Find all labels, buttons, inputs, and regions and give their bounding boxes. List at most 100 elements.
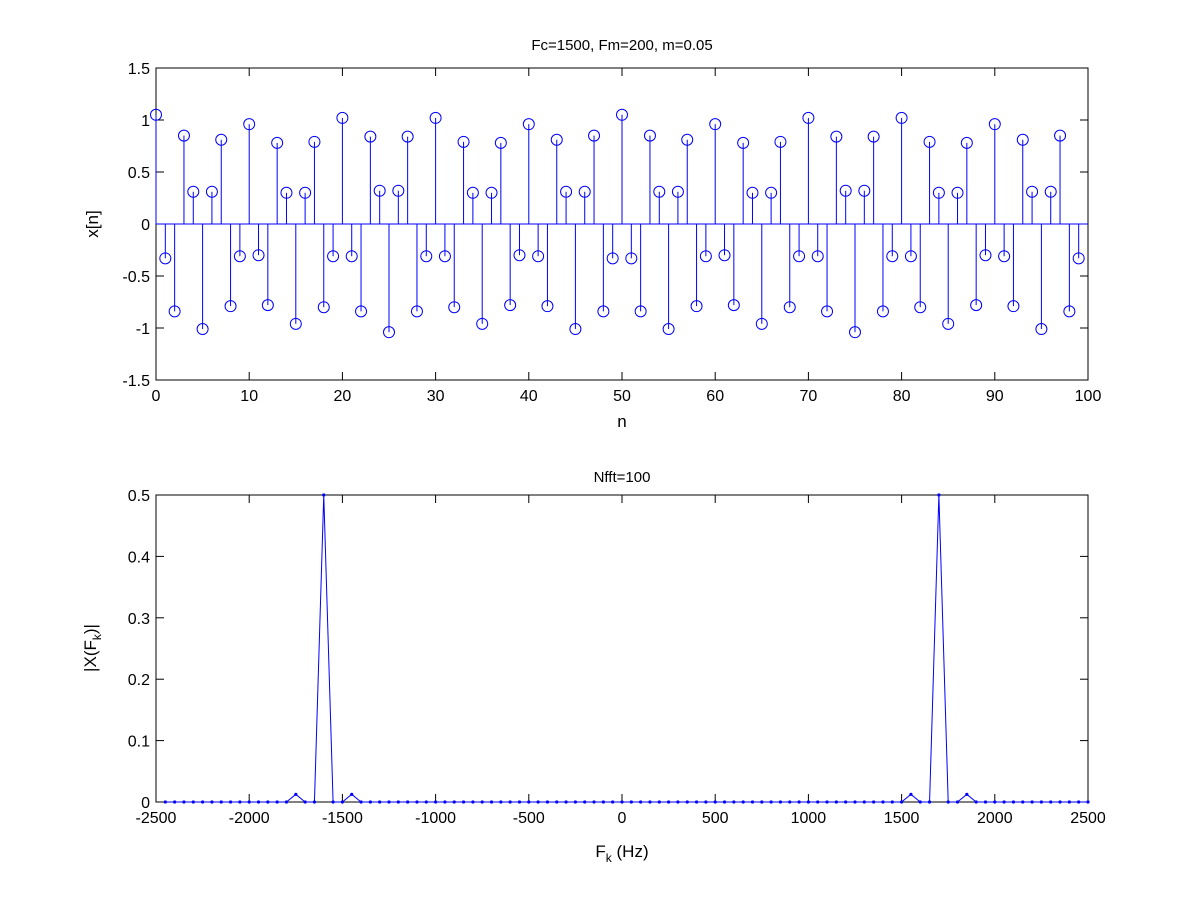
subplot-1-ylabel: x[n] [83,210,102,237]
stem-marker [951,186,964,199]
stem-marker [541,300,554,313]
stem-marker [261,299,274,312]
spectrum-point [583,800,587,804]
stem-marker [336,111,349,124]
stem-marker [606,252,619,265]
spectrum-point [993,800,997,804]
stem-marker [168,305,181,318]
xtick-label: 1000 [791,810,827,827]
spectrum-point [704,800,708,804]
spectrum-point [760,800,764,804]
spectrum-point [1039,800,1043,804]
stem-marker [513,249,526,262]
spectrum-point [545,800,550,804]
xtick-label: -500 [513,810,545,827]
subplot-2-ticks: -2500 -2000 -1500 -1000 -500 0 500 1000 1500 2000… [128,488,1106,827]
spectrum-point [294,792,298,796]
spectrum-point [881,800,885,804]
spectrum-point [247,800,251,804]
ytick-label: 0.4 [128,549,150,566]
stem-marker [308,135,321,148]
stem-marker [895,111,908,124]
stem-marker [821,305,834,318]
spectrum-point [434,800,438,804]
spectrum-point [1049,800,1053,804]
stem-marker [476,317,489,330]
ytick-label: 0.3 [128,611,150,628]
stem-marker [681,133,694,146]
spectrum-point [378,800,382,804]
spectrum-point [918,800,922,804]
stem-marker [793,250,806,263]
spectrum-point [331,800,335,804]
stem-marker [923,135,936,148]
stem-marker [392,184,405,197]
spectrum-point [415,800,419,804]
spectrum-point [219,800,223,804]
spectrum-point [1058,800,1062,804]
spectrum-point [592,800,596,804]
spectrum-point [639,800,643,804]
stem-marker [187,185,200,198]
stem-marker [988,118,1001,131]
stem-marker [718,249,731,262]
stem-marker [737,136,750,149]
spectrum-point [732,800,736,804]
spectrum-point [853,800,857,804]
xtick-label: 100 [1075,388,1102,405]
stem-marker [289,317,302,330]
xtick-label: -2000 [229,810,270,827]
spectrum-point [750,800,755,804]
spectrum-point [769,800,773,804]
stem-marker [522,118,535,131]
stem-marker [765,186,778,199]
stem-marker [904,250,917,263]
spectrum-point [694,800,699,804]
spectrum-point [713,800,717,804]
spectrum-point [909,792,913,796]
stem-marker [1063,305,1076,318]
spectrum-point [1077,800,1081,804]
spectrum-point [927,800,932,804]
xtick-label: 0 [152,388,161,405]
stem-marker [196,323,209,336]
xtick-label: 80 [893,388,911,405]
spectrum-point [611,800,615,804]
subplot-2-title: Nfft=100 [594,469,651,486]
spectrum-point [256,800,261,804]
spectrum-point [350,792,354,796]
xtick-label: 1500 [884,810,920,827]
stem-marker [998,250,1011,263]
spectrum-point [676,800,680,804]
spectrum-point [163,800,167,804]
stem-marker [438,250,451,263]
spectrum-point [461,800,466,804]
stem-marker [215,133,228,146]
stem-marker [485,186,498,199]
xtick-label: 40 [520,388,538,405]
spectrum-point [648,800,652,804]
stem-marker [224,300,237,313]
subplot-2-axes-frame [155,494,1089,803]
spectrum-point [844,800,848,804]
stem-marker [699,250,712,263]
stem-marker [727,299,740,312]
spectrum-point [825,800,829,804]
spectrum-point [443,800,447,804]
spectrum-point [797,800,801,804]
stem-marker [355,305,368,318]
spectrum-point [284,800,289,804]
xtick-label: 90 [986,388,1004,405]
spectrum-point [1030,800,1034,804]
spectrum-point [396,800,400,804]
spectrum-point [685,800,689,804]
stem-marker [1007,300,1020,313]
spectrum-point [900,800,904,804]
stem-marker [839,184,852,197]
stem-marker [970,299,983,312]
stem-marker [457,135,470,148]
spectrum-point [667,800,671,804]
spectrum-point [890,800,894,804]
spectrum-point [620,800,624,804]
